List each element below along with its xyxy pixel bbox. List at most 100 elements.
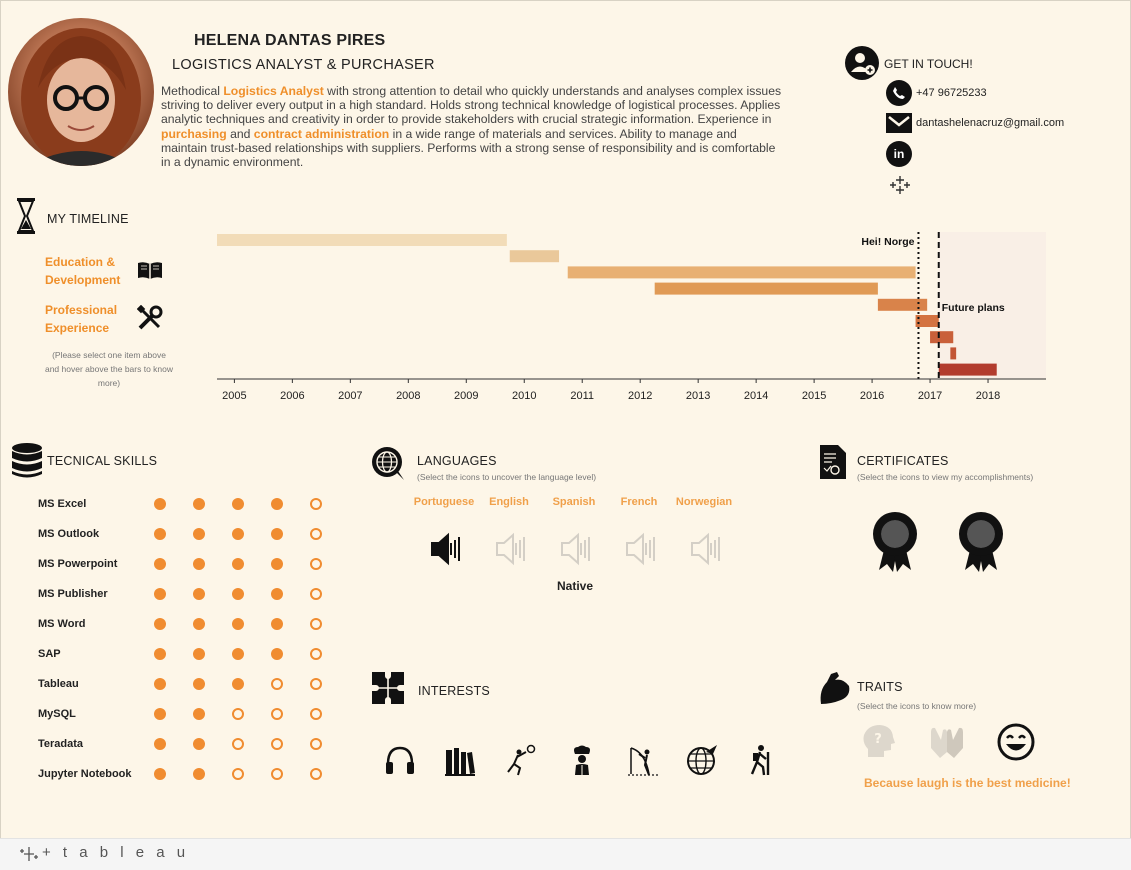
puzzle-icon — [370, 670, 406, 711]
skill-name: Jupyter Notebook — [38, 768, 132, 780]
skill-dot-filled — [154, 498, 166, 510]
tableau-logo-icon[interactable] — [19, 845, 39, 868]
skill-dot-filled — [154, 678, 166, 690]
books-icon[interactable] — [444, 744, 476, 781]
timeline-bar[interactable] — [930, 331, 954, 344]
skills-title: TECNICAL SKILLS — [47, 454, 158, 468]
legend-education[interactable]: Education & Development — [45, 255, 121, 287]
skill-dot-filled — [193, 678, 205, 690]
skill-dot-filled — [232, 558, 244, 570]
tableau-public-icon[interactable] — [889, 174, 911, 201]
x-tick-label: 2012 — [628, 390, 652, 402]
profile-photo — [8, 18, 154, 166]
skill-name: MS Powerpoint — [38, 558, 118, 570]
tools-icon[interactable] — [136, 304, 163, 336]
volleyball-icon[interactable] — [505, 744, 537, 781]
speaker-icon[interactable] — [560, 532, 590, 571]
x-tick-label: 2008 — [396, 390, 420, 402]
speaker-icon[interactable] — [495, 532, 525, 571]
hiking-icon[interactable] — [746, 744, 778, 781]
skill-dot-filled — [193, 588, 205, 600]
timeline-bar[interactable] — [877, 298, 928, 311]
flexed-arm-icon — [817, 670, 851, 711]
skill-dot-filled — [154, 708, 166, 720]
speaker-icon[interactable] — [690, 532, 720, 571]
skill-dot-filled — [271, 588, 283, 600]
headphones-icon[interactable] — [384, 744, 416, 781]
x-tick-label: 2013 — [686, 390, 710, 402]
timeline-title: MY TIMELINE — [47, 212, 129, 226]
certificates-subtitle: (Select the icons to view my accomplishm… — [857, 472, 1034, 482]
x-tick-label: 2018 — [976, 390, 1000, 402]
chef-icon[interactable] — [566, 744, 598, 781]
email-icon[interactable] — [886, 113, 912, 138]
skill-dot-filled — [154, 588, 166, 600]
timeline-bar[interactable] — [915, 315, 939, 327]
thinking-head-icon[interactable]: ? — [862, 723, 896, 766]
certificate-badge-icon[interactable] — [871, 510, 919, 577]
skill-dot-empty — [310, 708, 322, 720]
skill-dot-filled — [271, 498, 283, 510]
timeline-bar[interactable] — [654, 282, 878, 295]
certificate-badge-icon[interactable] — [957, 510, 1005, 577]
speaker-icon[interactable] — [430, 532, 460, 571]
skill-dot-empty — [310, 648, 322, 660]
skill-dot-filled — [193, 708, 205, 720]
skill-dot-filled — [232, 498, 244, 510]
skill-dot-filled — [154, 738, 166, 750]
timeline-bar[interactable] — [509, 250, 560, 263]
skill-dot-filled — [232, 528, 244, 540]
skill-name: MS Word — [38, 618, 86, 630]
skill-dot-filled — [271, 558, 283, 570]
x-tick-label: 2017 — [918, 390, 942, 402]
phone-number: +47 96725233 — [916, 87, 987, 99]
traits-subtitle: (Select the icons to know more) — [857, 701, 977, 711]
skill-dot-empty — [310, 498, 322, 510]
language-name[interactable]: French — [620, 496, 658, 508]
praying-hands-icon[interactable] — [928, 724, 966, 765]
tableau-logo-text[interactable]: + t a b l e a u — [42, 844, 190, 861]
languages-title: LANGUAGES — [417, 454, 497, 468]
speaker-icon[interactable] — [625, 532, 655, 571]
interests-title: INTERESTS — [418, 684, 490, 698]
skill-name: Teradata — [38, 738, 84, 750]
linkedin-icon[interactable]: in — [886, 141, 912, 167]
bio-text: Methodical Logistics Analyst with strong… — [161, 84, 782, 170]
timeline-chart[interactable]: Hei! Norge Future plans 2005 2006 2007 2008 20… — [0, 220, 1131, 410]
language-name[interactable]: Spanish — [552, 496, 596, 508]
book-icon[interactable] — [137, 260, 163, 285]
person-role: LOGISTICS ANALYST & PURCHASER — [172, 57, 435, 73]
skill-dot-empty — [271, 708, 283, 720]
skill-name: SAP — [38, 648, 61, 660]
skill-name: MySQL — [38, 708, 76, 720]
skill-dot-filled — [193, 558, 205, 570]
timeline-bar[interactable] — [567, 266, 916, 279]
contact-person-icon — [845, 46, 879, 85]
skill-dot-empty — [271, 678, 283, 690]
x-tick-label: 2006 — [280, 390, 304, 402]
timeline-bar[interactable] — [938, 363, 997, 376]
language-name[interactable]: Norwegian — [675, 496, 733, 508]
skill-dot-empty — [271, 738, 283, 750]
skill-dot-filled — [232, 618, 244, 630]
skill-name: MS Publisher — [38, 588, 108, 600]
skill-dot-filled — [193, 648, 205, 660]
timeline-bar[interactable] — [950, 347, 957, 360]
skill-dot-filled — [232, 678, 244, 690]
x-tick-label: 2014 — [744, 390, 768, 402]
timeline-bar[interactable] — [217, 234, 507, 246]
legend-professional[interactable]: Professional Experience — [45, 303, 118, 335]
laughing-face-icon[interactable] — [997, 723, 1035, 766]
trait-message: Because laugh is the best medicine! — [864, 776, 1071, 790]
language-name[interactable]: Portuguese — [413, 496, 475, 508]
fishing-icon[interactable] — [627, 744, 659, 781]
phone-icon[interactable] — [886, 80, 912, 106]
skill-name: Tableau — [38, 678, 79, 690]
x-tick-label: 2010 — [512, 390, 536, 402]
x-tick-label: 2016 — [860, 390, 884, 402]
skill-dot-filled — [232, 588, 244, 600]
skill-dot-filled — [193, 768, 205, 780]
skill-dot-empty — [232, 768, 244, 780]
language-name[interactable]: English — [489, 496, 529, 508]
travel-globe-icon[interactable] — [686, 744, 718, 781]
